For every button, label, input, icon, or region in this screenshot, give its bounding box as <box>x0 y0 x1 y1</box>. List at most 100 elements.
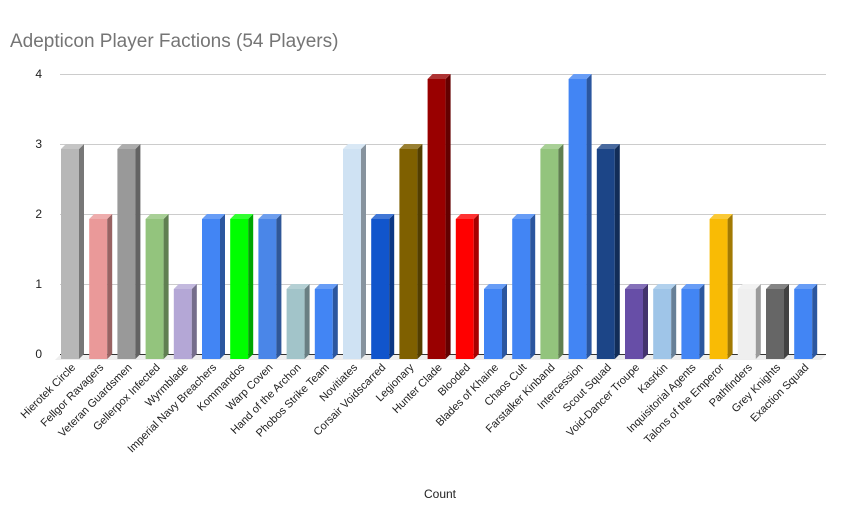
bar-top <box>399 144 423 149</box>
bar-top <box>173 284 197 289</box>
bar-front <box>173 289 192 359</box>
bar-top <box>286 284 310 289</box>
bar-front <box>596 149 615 359</box>
bar-front <box>258 219 277 359</box>
bar-side <box>530 214 536 359</box>
chart-title: Adepticon Player Factions (54 Players) <box>10 31 338 52</box>
bar-front <box>794 289 813 359</box>
bar <box>314 284 338 359</box>
bar-front <box>230 219 249 359</box>
bar-top <box>653 284 677 289</box>
bar <box>484 284 507 359</box>
bar-top <box>766 284 789 289</box>
bar-side <box>304 284 310 359</box>
x-axis-title: Count <box>424 487 457 501</box>
bar <box>568 74 592 359</box>
bar-front <box>653 289 672 359</box>
bar-side <box>614 144 620 359</box>
bar-top <box>258 214 282 219</box>
bar-side <box>248 214 254 359</box>
bar-side <box>586 74 592 359</box>
y-tick-label: 1 <box>35 277 42 291</box>
bar-side <box>727 214 733 359</box>
bar-top <box>89 214 113 219</box>
bar-side <box>389 214 395 359</box>
bar-side <box>417 144 423 359</box>
bar <box>145 214 169 359</box>
bar-front <box>568 79 587 359</box>
bar <box>61 144 84 359</box>
bar-front <box>484 289 502 359</box>
y-tick-label: 4 <box>35 67 42 81</box>
bar-side <box>445 74 451 359</box>
bar-front <box>766 289 784 359</box>
bar <box>173 284 197 359</box>
bar-top <box>202 214 225 219</box>
bars <box>61 74 818 359</box>
bar <box>202 214 225 359</box>
y-tick-label: 0 <box>35 347 42 361</box>
bar-side <box>558 144 564 359</box>
bar-top <box>230 214 254 219</box>
bar-front <box>61 149 79 359</box>
bar-side <box>502 284 507 359</box>
bar-front <box>540 149 559 359</box>
bar-side <box>784 284 789 359</box>
bar-top <box>625 284 648 289</box>
bar-side <box>473 214 479 359</box>
bar-front <box>681 289 700 359</box>
bar <box>512 214 536 359</box>
bar-top <box>596 144 620 149</box>
bar-front <box>202 219 220 359</box>
bar-top <box>343 144 366 149</box>
bar <box>455 214 479 359</box>
bar-top <box>794 284 818 289</box>
bar-front <box>709 219 728 359</box>
bar <box>89 214 113 359</box>
bar-top <box>568 74 592 79</box>
bar <box>681 284 705 359</box>
bar-top <box>455 214 479 219</box>
bar <box>399 144 423 359</box>
bar-top <box>117 144 141 149</box>
bar-top <box>371 214 395 219</box>
bar-top <box>427 74 451 79</box>
bar-front <box>455 219 474 359</box>
bar-top <box>540 144 564 149</box>
bar-front <box>343 149 361 359</box>
bar-top <box>737 284 761 289</box>
bar-side <box>812 284 818 359</box>
bar-front <box>427 79 446 359</box>
bar-side <box>671 284 677 359</box>
bar-front <box>286 289 305 359</box>
bar-top <box>681 284 705 289</box>
bar-front <box>737 289 756 359</box>
bar-top <box>512 214 536 219</box>
bar-side <box>163 214 169 359</box>
bar-side <box>699 284 705 359</box>
bar-side <box>755 284 761 359</box>
bar <box>737 284 761 359</box>
bar <box>709 214 733 359</box>
y-tick-label: 3 <box>35 137 42 151</box>
bar <box>596 144 620 359</box>
y-tick-label: 2 <box>35 207 42 221</box>
bar-top <box>709 214 733 219</box>
bar-top <box>61 144 84 149</box>
bar-side <box>79 144 84 359</box>
bar-side <box>135 144 141 359</box>
bar-top <box>145 214 169 219</box>
bar <box>625 284 648 359</box>
bar-top <box>314 284 338 289</box>
bar-front <box>625 289 643 359</box>
bar <box>286 284 310 359</box>
bar <box>343 144 366 359</box>
bar <box>794 284 818 359</box>
bar-front <box>89 219 108 359</box>
bar-side <box>107 214 113 359</box>
bar <box>258 214 282 359</box>
bar-front <box>314 289 333 359</box>
y-axis-ticks: 0 1 2 3 4 <box>35 67 42 361</box>
